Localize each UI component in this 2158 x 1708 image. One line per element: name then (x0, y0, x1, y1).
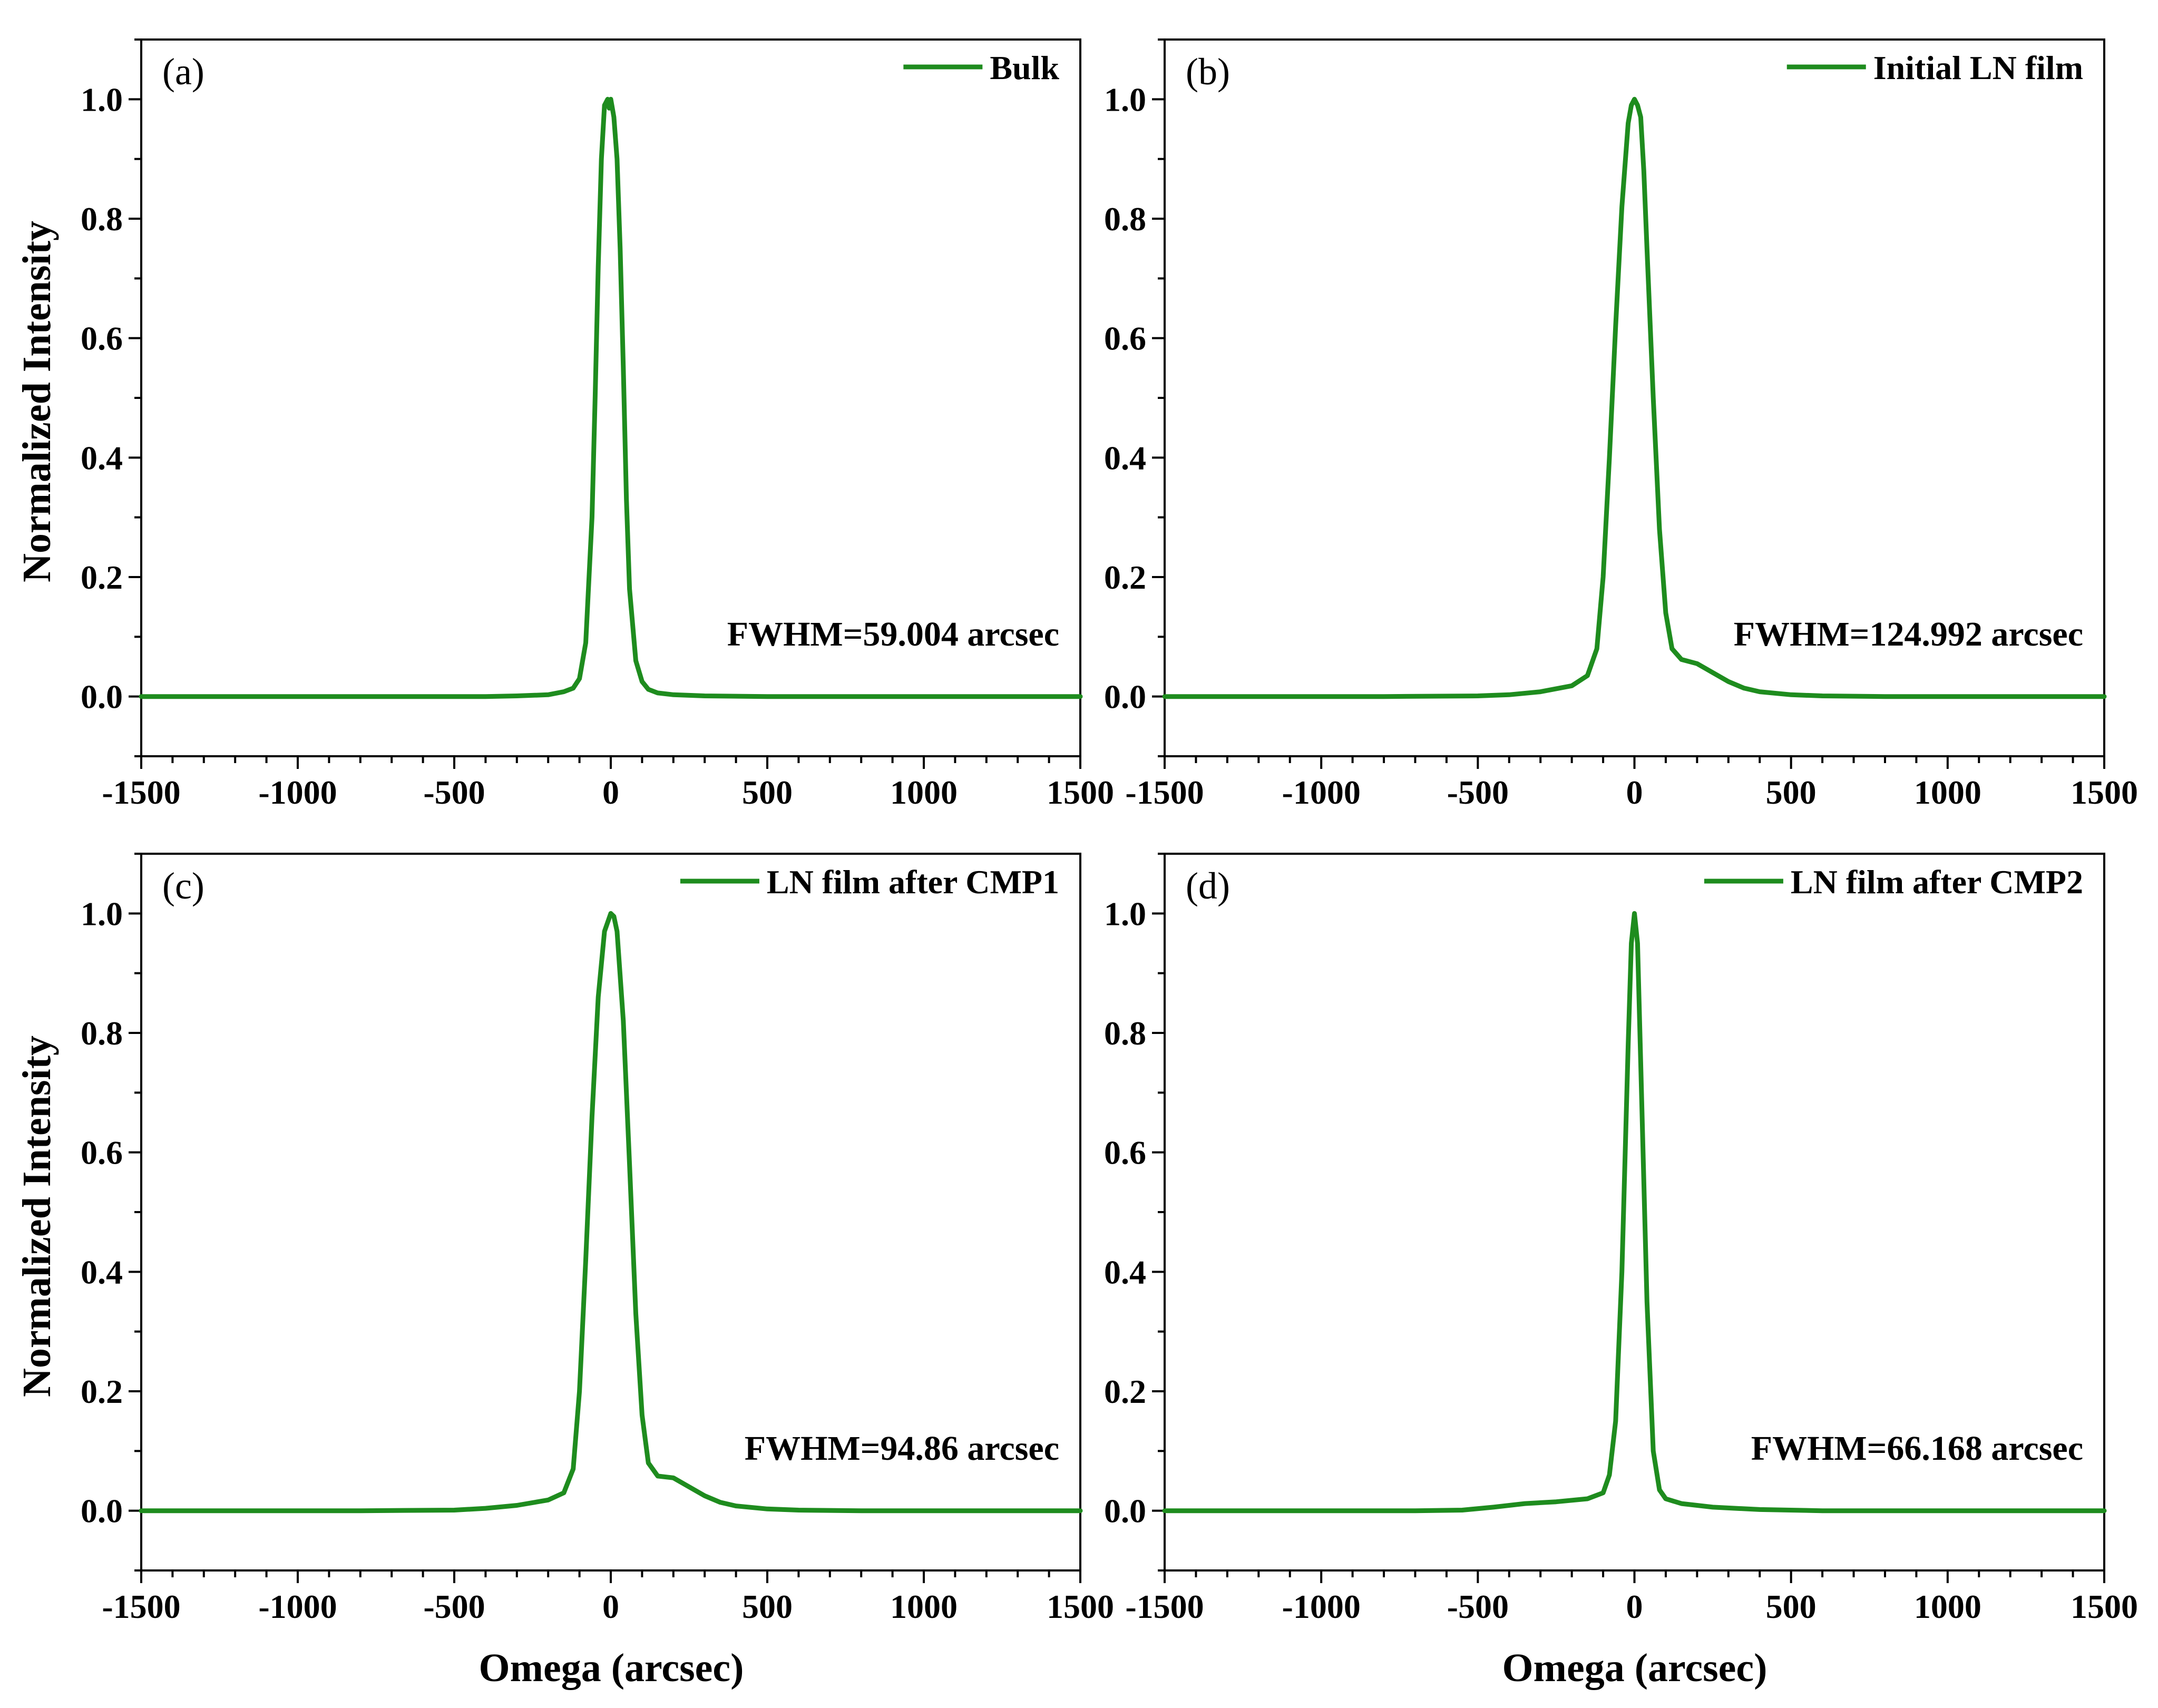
chart-panel: -1500 -1000 -500 0 500 1000 1500 0.0 0.2 0.4 0.6 0.… (81, 38, 1114, 811)
x-tick-label: 1000 (890, 1588, 958, 1625)
panel-label: (a) (162, 51, 204, 93)
y-tick-label: 0.2 (1104, 559, 1146, 596)
x-tick-label: -1000 (1282, 774, 1361, 811)
x-tick-label: -500 (1447, 1588, 1509, 1625)
series-line (139, 911, 1083, 1514)
x-tick-label: 1500 (2071, 774, 2138, 811)
y-tick-label: 0.4 (1104, 1253, 1146, 1291)
x-tick-label: -500 (423, 1588, 485, 1625)
x-tick-label: 1000 (1914, 1588, 1981, 1625)
y-axis-title-bottom: Normalized Intensity (15, 1036, 59, 1397)
x-tick-label: 1000 (1914, 774, 1981, 811)
series-line (1162, 96, 2107, 699)
y-tick-label: 1.0 (1104, 81, 1146, 118)
x-tick-label: 500 (1766, 1588, 1817, 1625)
panel-label: (c) (162, 865, 204, 907)
x-axis-title-left: Omega (arcsec) (479, 1646, 744, 1690)
y-tick-label: 0.6 (1104, 320, 1146, 357)
y-tick-label: 0.6 (81, 320, 123, 357)
x-tick-label: 500 (1766, 774, 1817, 811)
x-axis-title-right: Omega (arcsec) (1502, 1646, 1768, 1690)
x-tick-label: 0 (1626, 774, 1643, 811)
y-tick-label: 0.4 (1104, 439, 1146, 476)
y-tick-label: 0.0 (1104, 1492, 1146, 1530)
x-tick-label: -1000 (258, 1588, 337, 1625)
legend-label: Initial LN film (1873, 49, 2083, 86)
y-tick-label: 0.4 (81, 1253, 123, 1291)
y-tick-label: 0.6 (1104, 1134, 1146, 1172)
x-tick-label: -1500 (102, 1588, 180, 1625)
chart-panel: -1500 -1000 -500 0 500 1000 1500 0.0 0.2 0.4 0.6 0.… (81, 853, 1114, 1625)
y-tick-label: 0.8 (81, 200, 123, 238)
legend-label: LN film after CMP1 (767, 863, 1059, 901)
x-tick-label: -1500 (102, 774, 180, 811)
series-line (139, 96, 1083, 699)
x-tick-label: 0 (1626, 1588, 1643, 1625)
panel-label: (b) (1186, 51, 1230, 93)
x-tick-label: 1500 (2071, 1588, 2138, 1625)
chart-panel: -1500 -1000 -500 0 500 1000 1500 0.0 0.2 0.4 0.6 0.… (1104, 38, 2138, 811)
x-tick-label: 500 (742, 774, 793, 811)
y-tick-label: 0.2 (1104, 1373, 1146, 1410)
chart-panel: -1500 -1000 -500 0 500 1000 1500 0.0 0.2 0.4 0.6 0.… (1104, 853, 2138, 1625)
x-tick-label: -1500 (1125, 774, 1204, 811)
legend-label: LN film after CMP2 (1791, 863, 2083, 901)
fwhm-annotation: FWHM=94.86 arcsec (745, 1429, 1059, 1468)
panel-label: (d) (1186, 865, 1230, 907)
y-tick-label: 0.2 (81, 559, 123, 596)
y-tick-label: 1.0 (81, 81, 123, 118)
fwhm-annotation: FWHM=124.992 arcsec (1734, 615, 2083, 653)
y-tick-label: 0.2 (81, 1373, 123, 1410)
fwhm-annotation: FWHM=66.168 arcsec (1751, 1429, 2083, 1468)
x-tick-label: 0 (602, 774, 619, 811)
y-tick-label: 0.0 (1104, 678, 1146, 716)
y-tick-label: 0.4 (81, 439, 123, 476)
x-tick-label: 1500 (1047, 774, 1114, 811)
y-tick-label: 0.8 (1104, 1014, 1146, 1052)
y-tick-label: 0.8 (1104, 200, 1146, 238)
y-tick-label: 0.0 (81, 1492, 123, 1530)
y-tick-label: 1.0 (81, 895, 123, 932)
x-tick-label: 1000 (890, 774, 958, 811)
x-tick-label: -500 (423, 774, 485, 811)
x-tick-label: 1500 (1047, 1588, 1114, 1625)
x-tick-label: -500 (1447, 774, 1509, 811)
x-tick-label: -1000 (1282, 1588, 1361, 1625)
fwhm-annotation: FWHM=59.004 arcsec (727, 615, 1059, 653)
y-tick-label: 0.6 (81, 1134, 123, 1172)
y-tick-label: 1.0 (1104, 895, 1146, 932)
x-tick-label: -1500 (1125, 1588, 1204, 1625)
y-tick-label: 0.0 (81, 678, 123, 716)
legend-label: Bulk (990, 49, 1059, 86)
x-tick-label: 500 (742, 1588, 793, 1625)
x-tick-label: 0 (602, 1588, 619, 1625)
series-line (1162, 911, 2107, 1514)
y-tick-label: 0.8 (81, 1014, 123, 1052)
y-axis-title-top: Normalized Intensity (15, 221, 59, 582)
x-tick-label: -1000 (258, 774, 337, 811)
